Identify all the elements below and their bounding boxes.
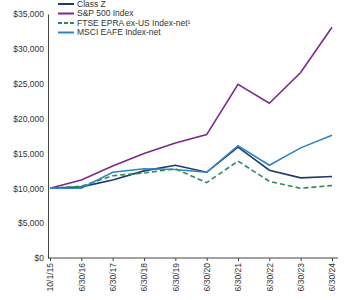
x-axis-line [48, 258, 338, 259]
x-tick-mark [113, 258, 114, 261]
legend-label: FTSE EPRA ex-US Index-net¹ [77, 18, 191, 28]
legend-swatch [58, 22, 74, 24]
x-tick: 6/30/19 [171, 258, 181, 291]
x-tick-label: 6/30/22 [265, 263, 275, 292]
legend-swatch [58, 32, 74, 34]
x-tick-mark [332, 258, 333, 261]
series-line [50, 135, 332, 188]
y-tick-label: $10,000 [13, 184, 44, 194]
series-line [50, 27, 332, 188]
y-tick: $30,000 [13, 44, 48, 54]
y-tick: $0 [35, 253, 48, 263]
y-tick-label: $20,000 [13, 114, 44, 124]
x-tick-mark [50, 258, 51, 261]
y-tick-label: $0 [35, 253, 45, 263]
x-tick-label: 6/30/23 [296, 263, 306, 292]
legend-item: S&P 500 Index [58, 8, 134, 18]
y-tick: $35,000 [13, 9, 48, 19]
legend-item: MSCI EAFE Index-net [58, 27, 161, 37]
y-tick: $25,000 [13, 79, 48, 89]
x-tick-mark [301, 258, 302, 261]
y-tick: $10,000 [13, 184, 48, 194]
x-tick: 6/30/16 [77, 258, 87, 291]
y-tick-label: $35,000 [13, 9, 44, 19]
y-tick-label: $30,000 [13, 44, 44, 54]
x-tick: 6/30/23 [296, 258, 306, 291]
y-tick-label: $25,000 [13, 79, 44, 89]
x-tick: 6/30/20 [202, 258, 212, 291]
x-tick-mark [269, 258, 270, 261]
series-line [50, 161, 332, 188]
y-axis-line [48, 15, 49, 259]
y-axis: $0 $5,000 $10,000 $15,000 $20,000 $25,000 $30,… [13, 9, 48, 263]
x-tick-mark [144, 258, 145, 261]
x-tick: 6/30/18 [139, 258, 149, 291]
legend-item: FTSE EPRA ex-US Index-net¹ [58, 18, 191, 28]
x-tick-label: 6/30/21 [233, 263, 243, 292]
x-tick: 6/30/21 [233, 258, 243, 291]
x-tick-mark [207, 258, 208, 261]
legend-swatch [58, 3, 74, 5]
x-tick-label: 6/30/19 [171, 263, 181, 292]
x-axis: 10/1/15 6/30/16 6/30/17 6/30/18 6/30/19 6/30/… [45, 258, 338, 291]
x-tick-mark [81, 258, 82, 261]
x-tick-label: 10/1/15 [45, 263, 55, 292]
x-tick: 10/1/15 [45, 258, 55, 291]
y-tick: $5,000 [18, 218, 48, 228]
chart: $0 $5,000 $10,000 $15,000 $20,000 $25,000 $30,… [0, 0, 348, 300]
legend-label: S&P 500 Index [77, 8, 134, 18]
y-tick: $20,000 [13, 114, 48, 124]
x-tick: 6/30/17 [108, 258, 118, 291]
x-tick-label: 6/30/20 [202, 263, 212, 292]
y-tick-label: $5,000 [18, 218, 44, 228]
legend: Class ZS&P 500 IndexFTSE EPRA ex-US Inde… [58, 0, 191, 37]
x-tick-label: 6/30/16 [77, 263, 87, 292]
y-tick-label: $15,000 [13, 149, 44, 159]
x-tick-mark [175, 258, 176, 261]
x-tick: 6/30/22 [265, 258, 275, 291]
x-tick-label: 6/30/17 [108, 263, 118, 292]
x-tick-label: 6/30/24 [327, 263, 337, 292]
x-tick-mark [238, 258, 239, 261]
legend-label: MSCI EAFE Index-net [77, 27, 161, 37]
legend-swatch [58, 13, 74, 15]
series-lines [50, 27, 332, 188]
x-tick: 6/30/24 [327, 258, 337, 291]
y-tick: $15,000 [13, 149, 48, 159]
x-tick-label: 6/30/18 [139, 263, 149, 292]
plot-area: $0 $5,000 $10,000 $15,000 $20,000 $25,000 $30,… [13, 9, 338, 291]
